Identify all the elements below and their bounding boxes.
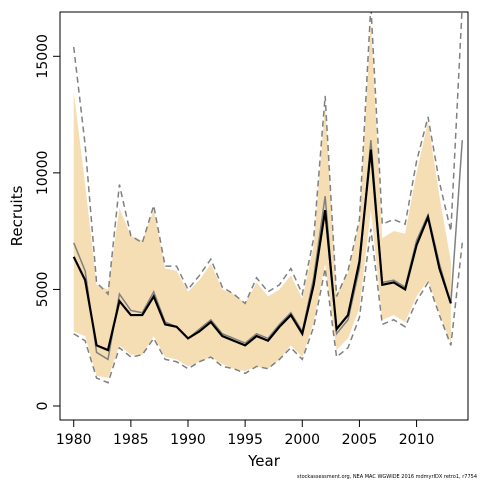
credit-note: stockassessment.org, NEA MAC WGWIDE 2016… bbox=[297, 474, 477, 480]
x-tick-label: 2000 bbox=[284, 432, 320, 448]
retro-lines bbox=[72, 12, 464, 384]
retro-lower-dashed-line bbox=[73, 228, 464, 384]
estimate-line-layer bbox=[72, 149, 452, 352]
y-tick-label: 0 bbox=[35, 402, 51, 411]
y-tick-label: 5000 bbox=[35, 272, 51, 308]
retro-upper-dashed-line bbox=[72, 12, 463, 305]
y-axis-title: Recruits bbox=[8, 185, 26, 246]
x-axis-title: Year bbox=[247, 452, 281, 470]
y-tick-label: 15000 bbox=[35, 34, 51, 79]
y-tick-label: 10000 bbox=[35, 151, 51, 196]
x-tick-label: 2010 bbox=[399, 432, 435, 448]
x-tick-label: 1990 bbox=[170, 432, 206, 448]
x-axis: 1980 1985 1990 1995 2000 2005 2010 bbox=[56, 420, 434, 448]
x-tick-label: 1995 bbox=[227, 432, 263, 448]
estimate-line bbox=[72, 149, 452, 352]
y-axis: 0 5000 10000 15000 bbox=[35, 34, 60, 410]
confidence-band-area bbox=[73, 21, 451, 379]
retro-estimate-line bbox=[73, 140, 464, 361]
x-tick-label: 2005 bbox=[342, 432, 378, 448]
x-tick-label: 1985 bbox=[113, 432, 149, 448]
confidence-band bbox=[73, 21, 451, 379]
plot-frame bbox=[59, 11, 469, 421]
x-tick-label: 1980 bbox=[56, 432, 92, 448]
